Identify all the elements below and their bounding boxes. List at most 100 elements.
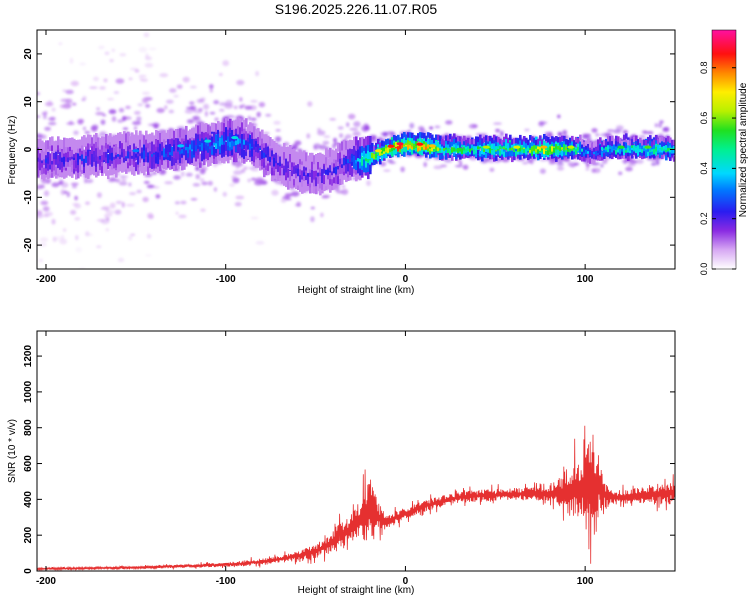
noise-blob: [117, 119, 124, 123]
ridge-cell: [581, 143, 584, 149]
ridge-cell: [493, 138, 496, 144]
noise-blob: [121, 201, 125, 208]
ridge-cell: [157, 131, 160, 140]
ridge-cell: [431, 138, 434, 145]
ridge-cell: [39, 149, 42, 159]
ridge-cell: [595, 154, 598, 160]
ridge-cell: [529, 135, 532, 141]
ridge-cell: [655, 150, 658, 156]
ridge-cell: [45, 165, 48, 175]
ridge-cell: [499, 138, 502, 145]
ridge-cell: [341, 149, 344, 159]
ridge-cell: [287, 168, 290, 178]
ridge-cell: [123, 159, 126, 168]
ridge-cell: [395, 141, 398, 147]
ridge-cell: [71, 137, 74, 147]
ridge-cell: [457, 139, 460, 146]
ridge-cell: [371, 146, 374, 152]
ridge-cell: [69, 157, 72, 167]
ridge-cell: [257, 128, 260, 138]
ridge-cell: [413, 143, 416, 149]
noise-blob: [184, 109, 194, 114]
colorbar-tick-label: 0.0: [699, 263, 709, 276]
noise-blob: [651, 162, 657, 166]
ridge-cell: [467, 150, 470, 156]
ridge-cell: [219, 137, 222, 147]
ridge-cell: [515, 148, 518, 154]
ridge-cell: [557, 149, 560, 155]
ridge-cell: [241, 153, 244, 163]
ridge-cell: [87, 147, 90, 157]
ridge-cell: [61, 158, 64, 168]
ridge-cell: [307, 164, 310, 174]
ridge-cell: [559, 145, 562, 151]
ridge-cell: [173, 140, 176, 149]
noise-blob: [159, 73, 169, 78]
ridge-cell: [593, 153, 596, 160]
ridge-cell: [47, 170, 50, 180]
ridge-cell: [631, 148, 634, 154]
ridge-cell: [475, 147, 478, 154]
noise-blob: [219, 108, 225, 112]
ridge-cell: [441, 147, 444, 153]
ridge-cell: [197, 125, 200, 135]
ridge-cell: [395, 148, 398, 155]
ridge-cell: [65, 143, 68, 153]
spectrogram-ytick-label: 20: [23, 48, 34, 60]
ridge-cell: [343, 156, 346, 166]
ridge-cell: [605, 150, 608, 157]
ridge-cell: [123, 148, 126, 158]
ridge-cell: [241, 148, 244, 158]
ridge-cell: [621, 150, 624, 156]
ridge-cell: [329, 183, 332, 193]
ridge-cell: [459, 142, 462, 148]
ridge-cell: [577, 138, 580, 144]
ridge-cell: [487, 136, 490, 142]
ridge-cell: [331, 181, 334, 191]
noise-blob: [193, 116, 198, 120]
ridge-cell: [421, 139, 424, 145]
ridge-cell: [321, 153, 324, 163]
ridge-cell: [337, 167, 340, 177]
noise-blob: [500, 130, 504, 137]
ridge-cell: [453, 133, 456, 139]
noise-blob: [82, 126, 87, 131]
ridge-cell: [197, 155, 200, 165]
noise-blob: [73, 130, 79, 136]
ridge-cell: [419, 145, 422, 151]
ridge-cell: [471, 142, 474, 148]
ridge-cell: [59, 168, 62, 178]
ridge-cell: [381, 140, 384, 146]
ridge-cell: [453, 146, 456, 152]
ridge-cell: [561, 154, 564, 160]
ridge-cell: [583, 150, 586, 157]
ridge-cell: [305, 152, 308, 162]
ridge-cell: [435, 148, 438, 155]
ridge-cell: [571, 149, 574, 156]
ridge-cell: [315, 177, 318, 187]
ridge-cell: [505, 142, 508, 149]
ridge-cell: [243, 130, 246, 140]
ridge-cell: [341, 155, 344, 165]
ridge-cell: [291, 179, 294, 189]
noise-blob: [385, 132, 390, 137]
ridge-cell: [195, 136, 198, 146]
ridge-cell: [331, 149, 334, 159]
ridge-cell: [309, 160, 312, 170]
ridge-cell: [199, 158, 202, 168]
ridge-cell: [325, 165, 328, 175]
ridge-cell: [349, 159, 352, 169]
ridge-cell: [367, 170, 370, 180]
ridge-cell: [431, 145, 434, 152]
noise-blob: [271, 189, 279, 196]
ridge-cell: [633, 136, 636, 143]
ridge-cell: [385, 146, 388, 153]
noise-blob: [71, 185, 78, 189]
ridge-cell: [285, 146, 288, 156]
ridge-cell: [517, 146, 520, 152]
ridge-cell: [87, 169, 90, 179]
ridge-cell: [95, 152, 98, 161]
ridge-cell: [603, 153, 606, 159]
ridge-cell: [279, 153, 282, 163]
